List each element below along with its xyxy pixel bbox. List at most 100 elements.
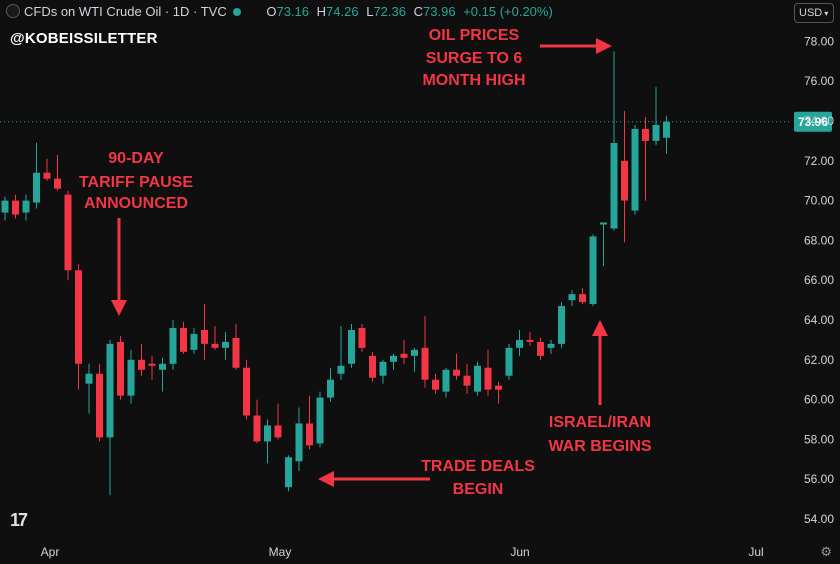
- candle-body: [169, 327, 177, 364]
- candle-body: [264, 425, 271, 442]
- high-value: 74.26: [326, 4, 359, 19]
- last-price-line: 73.96: [0, 111, 832, 132]
- candle: [610, 51, 618, 231]
- candle-body: [463, 375, 471, 386]
- candle-body: [54, 178, 61, 189]
- candle: [253, 399, 261, 444]
- candles: [1, 51, 670, 496]
- candle: [526, 331, 534, 346]
- arrow-head: [596, 38, 612, 54]
- candle: [663, 115, 670, 154]
- candle-body: [495, 385, 502, 390]
- candle-body: [516, 339, 523, 348]
- candle-body: [43, 172, 51, 179]
- candle-body: [526, 339, 534, 342]
- candle: [558, 302, 565, 348]
- candle: [54, 154, 61, 191]
- candle-body: [421, 347, 429, 380]
- y-tick-label: 66.00: [804, 273, 834, 287]
- x-tick-label: May: [269, 545, 292, 559]
- candle-body: [12, 200, 19, 215]
- last-price-badge: [794, 111, 832, 132]
- high-label: H: [316, 4, 327, 19]
- candle-body: [505, 347, 513, 376]
- y-tick-label: 78.00: [804, 34, 834, 48]
- candle-body: [337, 365, 345, 374]
- candle-body: [75, 270, 82, 364]
- candle-body: [547, 343, 555, 348]
- y-axis: 54.00 56.00 58.00 60.00 62.00 64.00 66.00 68.00…: [804, 34, 834, 526]
- candle: [421, 316, 429, 388]
- candle-body: [106, 343, 114, 438]
- candle: [631, 124, 639, 215]
- y-tick-label: 68.00: [804, 233, 834, 247]
- candle: [243, 359, 250, 420]
- arrow-head: [592, 320, 608, 336]
- close-value: 73.96: [423, 4, 456, 19]
- open-value: 73.16: [276, 4, 310, 19]
- change-value: +0.15 (+0.20%): [463, 4, 553, 19]
- candle-body: [1, 200, 9, 213]
- candle: [306, 395, 313, 450]
- candle-body: [295, 423, 303, 462]
- candle-body: [64, 194, 72, 271]
- candle: [579, 288, 586, 305]
- candle-body: [348, 329, 355, 364]
- candle: [327, 367, 334, 402]
- candle-body: [453, 369, 460, 376]
- annotation-arrow: [318, 471, 430, 487]
- candle-body: [631, 128, 639, 211]
- annotation-text: MONTH HIGH: [422, 72, 525, 89]
- candle-body: [159, 363, 166, 370]
- gear-icon[interactable]: ⚙: [820, 544, 832, 559]
- candle: [43, 158, 51, 181]
- currency-selector[interactable]: USD ▾: [794, 3, 834, 23]
- annotation-text: SURGE TO 6: [426, 50, 523, 67]
- candle: [337, 325, 345, 380]
- candle: [537, 337, 544, 360]
- candle-body: [600, 222, 607, 225]
- candle: [642, 117, 649, 201]
- annotation-text: ISRAEL/IRAN: [549, 414, 651, 431]
- candle: [348, 323, 355, 368]
- candle-body: [274, 425, 282, 438]
- x-tick-label: Apr: [41, 545, 60, 559]
- candle: [589, 234, 597, 307]
- annotation-text: BEGIN: [453, 481, 504, 498]
- annotation: ISRAEL/IRAN WAR BEGINS: [548, 414, 651, 455]
- candle: [379, 359, 387, 384]
- candle: [22, 194, 30, 221]
- candle-body: [432, 379, 439, 390]
- currency-label: USD: [799, 7, 823, 19]
- y-tick-label: 62.00: [804, 353, 834, 367]
- candle: [169, 320, 177, 370]
- arrow-head: [111, 300, 127, 316]
- candle: [358, 323, 366, 352]
- candle: [369, 351, 376, 382]
- candle-body: [253, 415, 261, 442]
- candle-body: [327, 379, 334, 398]
- candle-body: [22, 200, 30, 213]
- candle: [474, 361, 481, 396]
- annotations: 90-DAY TARIFF PAUSE ANNOUNCED OIL PRICES SUR…: [79, 27, 652, 498]
- candle-body: [400, 353, 408, 358]
- low-value: 72.36: [373, 4, 406, 19]
- candle-body: [537, 341, 544, 356]
- candle: [295, 407, 303, 472]
- candle: [1, 196, 9, 221]
- candle-body: [411, 349, 418, 356]
- x-tick-label: Jun: [510, 545, 529, 559]
- candle: [211, 325, 219, 350]
- candle-body: [589, 236, 597, 305]
- annotation-text: TARIFF PAUSE: [79, 174, 193, 191]
- annotation: 90-DAY TARIFF PAUSE ANNOUNCED: [79, 150, 193, 212]
- chart-header: CFDs on WTI Crude Oil · 1D · TVC O73.16 …: [6, 4, 557, 19]
- candle-body: [568, 294, 576, 301]
- candle: [495, 381, 502, 404]
- candle: [64, 190, 72, 281]
- candle: [148, 355, 156, 380]
- candle-body: [610, 142, 618, 229]
- candle-body: [579, 294, 586, 303]
- candle: [222, 331, 229, 360]
- candle-body: [285, 457, 292, 488]
